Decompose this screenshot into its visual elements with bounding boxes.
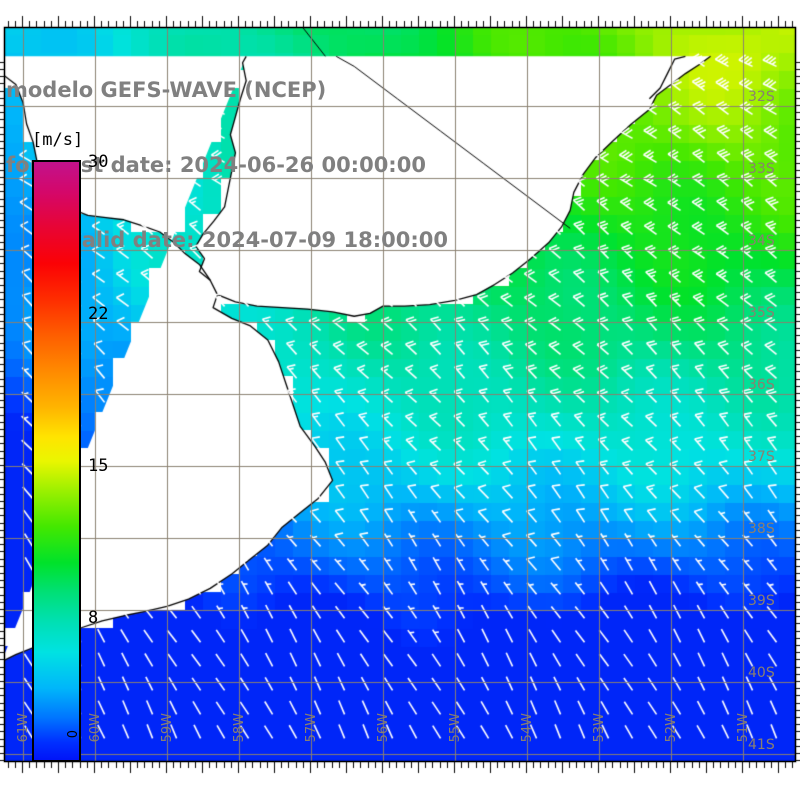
lat-tick-label-32s: 32S	[748, 89, 775, 105]
lat-tick-label-37s: 37S	[748, 449, 775, 465]
lat-tick-label-38s: 38S	[748, 521, 775, 537]
colorbar-tick-30: 30	[88, 152, 109, 172]
lon-tick-label-52w: 52W	[664, 713, 679, 743]
lon-tick-label-57w: 57W	[304, 713, 319, 743]
colorbar-gradient	[32, 160, 81, 762]
plot-title-block: modelo GEFS-WAVE (NCEP) forecast date: 2…	[0, 28, 510, 303]
lon-tick-label-59w: 59W	[160, 713, 175, 743]
lat-tick-label-40s: 40S	[748, 665, 775, 681]
lat-tick-label-35s: 35S	[748, 305, 775, 321]
lon-tick-label-55w: 55W	[448, 713, 463, 743]
lat-tick-label-41s: 41S	[748, 737, 775, 753]
title-line-model: modelo GEFS-WAVE (NCEP)	[6, 78, 327, 102]
lon-tick-label-54w: 54W	[520, 713, 535, 743]
lon-tick-label-61w: 61W	[16, 713, 31, 743]
colorbar-units-label: [m/s]	[32, 130, 84, 150]
lat-tick-label-36s: 36S	[748, 377, 775, 393]
lon-tick-label-56w: 56W	[376, 713, 391, 743]
colorbar-tick-8: 8	[88, 608, 99, 628]
lat-tick-label-39s: 39S	[748, 593, 775, 609]
colorbar-tick-0: 0	[66, 730, 81, 739]
lon-tick-label-53w: 53W	[592, 713, 607, 743]
colorbar-tick-15: 15	[88, 456, 109, 476]
lon-tick-label-58w: 58W	[232, 713, 247, 743]
colorbar-tick-22: 22	[88, 304, 109, 324]
lat-tick-label-34s: 34S	[748, 233, 775, 249]
lon-tick-label-60w: 60W	[88, 713, 103, 743]
lat-tick-label-33s: 33S	[748, 161, 775, 177]
